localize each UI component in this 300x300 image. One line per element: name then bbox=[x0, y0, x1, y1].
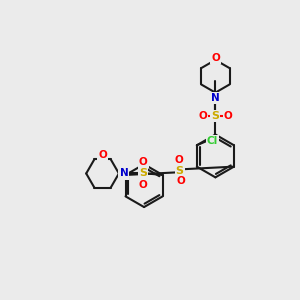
Text: O: O bbox=[211, 53, 220, 63]
Text: S: S bbox=[139, 169, 147, 178]
Text: S: S bbox=[212, 111, 219, 121]
Text: O: O bbox=[224, 111, 233, 121]
Text: N: N bbox=[211, 93, 220, 103]
Text: S: S bbox=[176, 166, 184, 176]
Text: O: O bbox=[139, 180, 148, 190]
Text: O: O bbox=[98, 150, 107, 161]
Text: O: O bbox=[139, 157, 148, 167]
Text: O: O bbox=[198, 111, 207, 121]
Text: Cl: Cl bbox=[207, 136, 218, 146]
Text: O: O bbox=[175, 155, 183, 165]
Text: N: N bbox=[120, 169, 128, 178]
Text: O: O bbox=[176, 176, 185, 187]
